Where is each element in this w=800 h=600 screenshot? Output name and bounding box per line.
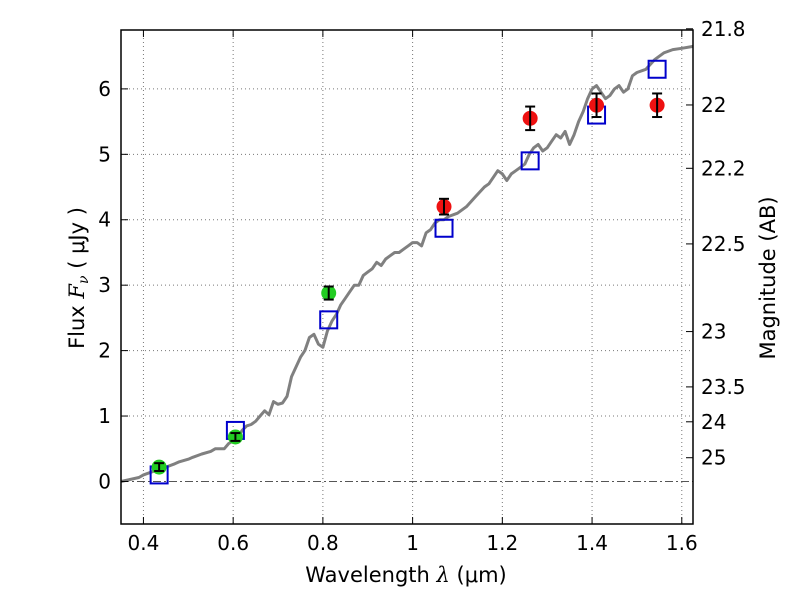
model-square-marker: [434, 218, 454, 238]
model-spectrum-line: [120, 44, 694, 483]
x-tick-label: 1.2: [486, 531, 518, 555]
y2-tick-label: 22.2: [701, 156, 746, 180]
x-axis-title: Wavelength λ (μm): [305, 563, 506, 587]
model-square-marker: [319, 310, 339, 330]
x-tick-label: 0.4: [128, 531, 160, 555]
y-tick-label: 6: [98, 77, 111, 101]
model-square-marker: [647, 59, 667, 79]
y2-axis-title: Magnitude (AB): [756, 196, 780, 359]
x-axis-unit: (μm): [457, 563, 507, 587]
plot-frame: [120, 29, 694, 525]
y-tick-label: 2: [98, 339, 111, 363]
ticks: 0.4 0.6 0.8 1 1.2 1.4 1.6012345621.82222.222.5…: [98, 17, 745, 555]
y-tick-label: 3: [98, 273, 111, 297]
y-axis-unit: ( μJy ): [65, 207, 89, 269]
grid: [121, 30, 693, 524]
y-tick-label: 1: [98, 404, 111, 428]
x-axis-symbol: λ: [436, 563, 450, 587]
y2-tick-label: 23: [701, 320, 726, 344]
y2-tick-label: 22.5: [701, 232, 746, 256]
y-tick-label: 5: [98, 142, 111, 166]
y2-tick-label: 24: [701, 410, 726, 434]
y2-tick-label: 23.5: [701, 375, 746, 399]
y-tick-label: 0: [98, 469, 111, 493]
y2-tick-label: 22: [701, 93, 726, 117]
x-tick-label: 1.4: [576, 531, 608, 555]
y2-tick-label: 25: [701, 446, 726, 470]
y-axis-title: Flux Fν ( μJy ): [65, 207, 92, 349]
y-tick-label: 4: [98, 208, 111, 232]
y-axis-label: Flux: [65, 305, 89, 349]
y-axis-symbol: F: [65, 283, 89, 300]
x-tick-label: 1: [406, 531, 419, 555]
x-axis-label: Wavelength: [305, 563, 430, 587]
x-tick-label: 1.6: [666, 531, 698, 555]
x-tick-label: 0.6: [217, 531, 249, 555]
y-axis-symbol-sub: ν: [76, 275, 92, 284]
x-tick-label: 0.8: [307, 531, 339, 555]
markers: [149, 59, 667, 485]
y2-tick-label: 21.8: [701, 17, 746, 41]
model-square-marker: [520, 151, 540, 171]
